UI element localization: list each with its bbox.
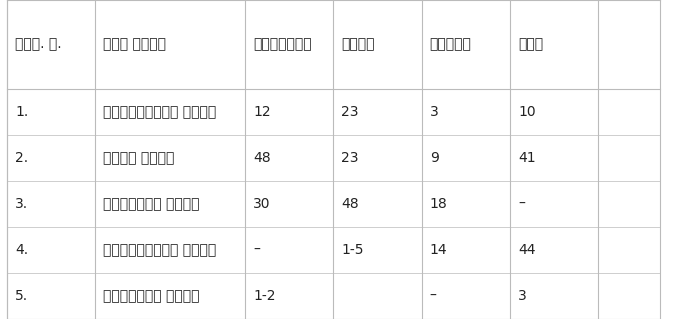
Text: ओलिक अम्ल: ओलिक अम्ल (103, 151, 175, 165)
Text: वसा अम्ल: वसा अम्ल (103, 38, 167, 52)
Text: 1.: 1. (15, 105, 28, 119)
Text: सरसों: सरसों (430, 38, 472, 52)
Text: 4.: 4. (15, 243, 28, 257)
Text: 30: 30 (253, 197, 271, 211)
Text: 3.: 3. (15, 197, 28, 211)
Text: –: – (430, 289, 437, 303)
Text: तिल: तिल (518, 38, 543, 52)
Text: लिनोलिक अम्ल: लिनोलिक अम्ल (103, 197, 200, 211)
Text: –: – (518, 197, 525, 211)
Text: 12: 12 (253, 105, 271, 119)
Text: 1-5: 1-5 (341, 243, 364, 257)
Text: लिनोलेनिक अम्ल: लिनोलेनिक अम्ल (103, 243, 217, 257)
Text: 14: 14 (430, 243, 447, 257)
Text: 5.: 5. (15, 289, 28, 303)
Text: कपास: कपास (341, 38, 375, 52)
Text: क्र. स.: क्र. स. (15, 38, 62, 52)
Text: 23: 23 (341, 105, 359, 119)
Text: 10: 10 (518, 105, 536, 119)
Text: पाल्मिटिक अम्ल: पाल्मिटिक अम्ल (103, 105, 217, 119)
Text: 41: 41 (518, 151, 536, 165)
Text: स्टीरिक अम्ल: स्टीरिक अम्ल (103, 289, 200, 303)
Text: 9: 9 (430, 151, 439, 165)
Text: 2.: 2. (15, 151, 28, 165)
Text: 3: 3 (430, 105, 439, 119)
Text: 18: 18 (430, 197, 447, 211)
Text: 1-2: 1-2 (253, 289, 275, 303)
Text: मूंगफली: मूंगफली (253, 38, 311, 52)
Text: 48: 48 (253, 151, 271, 165)
Text: 44: 44 (518, 243, 536, 257)
Text: –: – (253, 243, 260, 257)
Text: 23: 23 (341, 151, 359, 165)
Text: 3: 3 (518, 289, 527, 303)
Text: 48: 48 (341, 197, 359, 211)
